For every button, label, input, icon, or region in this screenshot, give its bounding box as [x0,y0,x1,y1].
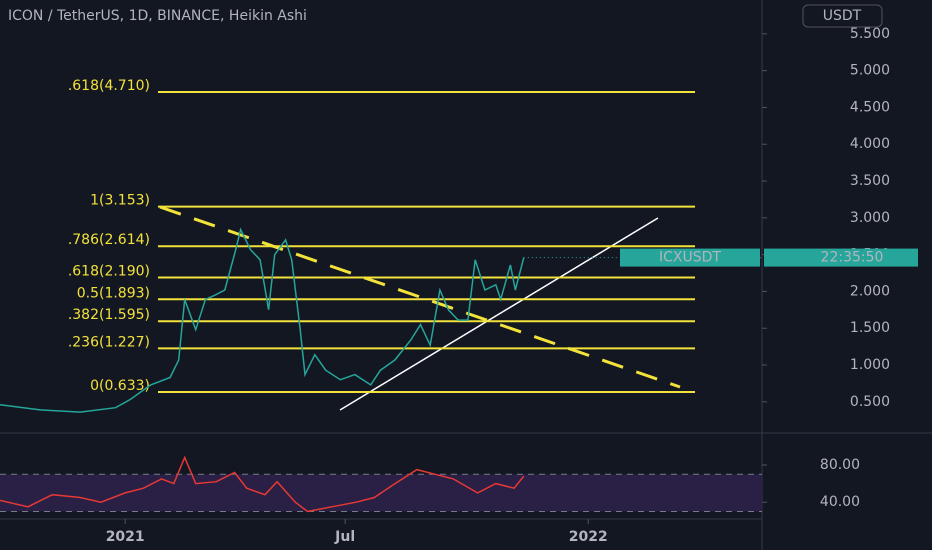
y-tick-label: 1.500 [850,320,890,336]
chart-title: ICON / TetherUS, 1D, BINANCE, Heikin Ash… [8,8,307,24]
fib-label: .236(1.227) [68,334,150,350]
fib-label: .382(1.595) [68,307,150,323]
rsi-tick-label: 80.00 [820,457,860,473]
y-tick-label: 5.500 [850,26,890,42]
fib-label: 0(0.633) [90,378,150,394]
countdown-label: 22:35:50 [821,250,884,266]
currency-label[interactable]: USDT [823,8,862,24]
fib-label: .786(2.614) [68,232,150,248]
fib-label: 1(3.153) [90,193,150,209]
fib-label: .618(2.190) [68,263,150,279]
currency-button[interactable] [802,4,883,28]
y-tick-label: 2.000 [850,283,890,299]
trend-line [339,217,659,411]
x-tick-label: Jul [334,529,355,545]
y-tick-label: 4.000 [850,136,890,152]
y-tick-label: 5.000 [850,63,890,79]
rsi-tick-label: 40.00 [820,494,860,510]
y-tick-label: 3.000 [850,210,890,226]
y-tick-label: 0.500 [850,394,890,410]
fib-label: .618(4.710) [68,78,150,94]
countdown-badge [764,248,918,267]
symbol-badge [620,248,760,267]
y-tick-label: 1.000 [850,357,890,373]
x-tick-label: 2022 [569,529,608,545]
fib-label: 0.5(1.893) [77,285,150,301]
price-line [0,227,525,413]
y-tick-label: 3.500 [850,173,890,189]
dashed-trend-line [159,205,681,389]
y-tick-label: 4.500 [850,99,890,115]
symbol-label: ICXUSDT [659,250,721,266]
rsi-line [0,455,525,513]
x-tick-label: 2021 [106,529,145,545]
